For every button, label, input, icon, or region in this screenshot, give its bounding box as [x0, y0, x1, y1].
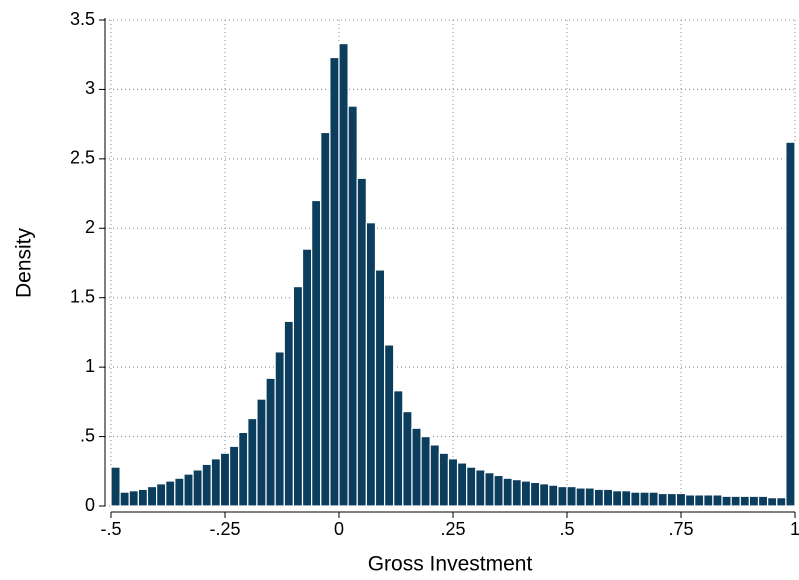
x-tick-label: .75 [668, 519, 693, 539]
bar [684, 494, 696, 507]
bar [374, 269, 386, 507]
bar [329, 56, 340, 507]
bar [438, 452, 450, 507]
bar [156, 483, 167, 507]
bar [767, 497, 778, 507]
bar [502, 477, 513, 507]
bar [493, 474, 504, 507]
bar [466, 466, 477, 507]
x-tick-label: .5 [559, 519, 574, 539]
bar [621, 490, 632, 507]
x-axis-title: Gross Investment [368, 553, 533, 576]
bar [384, 344, 395, 507]
y-tick-label: 3.5 [70, 9, 95, 29]
bar [511, 479, 523, 507]
bar [639, 491, 650, 507]
y-tick-label: 1.5 [70, 286, 95, 306]
bar [356, 177, 367, 507]
bar [256, 398, 267, 507]
bar [484, 472, 495, 507]
bar [712, 494, 723, 507]
bar [265, 377, 276, 507]
bar [238, 431, 249, 507]
bar [529, 481, 541, 507]
bar [301, 248, 313, 507]
x-tick-label: 1 [790, 519, 799, 539]
y-tick-label: 1 [85, 356, 95, 376]
bar [338, 43, 349, 507]
bar [183, 473, 194, 507]
bar [630, 491, 641, 507]
bar [730, 495, 741, 507]
y-axis-title: Density [13, 227, 36, 298]
bar [128, 490, 139, 507]
x-tick-label: -.25 [209, 519, 240, 539]
bar [311, 199, 322, 507]
bar [365, 222, 377, 507]
bar [456, 462, 468, 507]
bar [757, 495, 769, 507]
y-tick-label: .5 [80, 425, 95, 445]
y-tick-label: 2 [85, 217, 95, 237]
bar [584, 487, 595, 507]
bar [703, 494, 714, 507]
bar [274, 351, 285, 507]
bar [475, 469, 486, 507]
bar [429, 444, 440, 507]
bar [721, 495, 732, 507]
bar [675, 492, 687, 507]
bar [566, 485, 577, 507]
bar [411, 427, 422, 507]
bar [192, 469, 203, 507]
bar [347, 105, 358, 507]
bar [739, 495, 751, 507]
bar [201, 463, 212, 507]
bar [320, 131, 331, 507]
bar [593, 488, 605, 507]
bar [137, 488, 149, 507]
bar [694, 494, 705, 507]
bar [557, 485, 568, 507]
bar [174, 477, 185, 507]
bar [548, 484, 559, 507]
bar [228, 445, 240, 507]
bar [575, 487, 586, 507]
bar [539, 483, 550, 507]
bar [146, 485, 158, 507]
bar [119, 491, 130, 507]
bar [447, 458, 459, 507]
bar [247, 417, 258, 507]
bar [165, 480, 176, 507]
bar [420, 435, 431, 507]
bar [393, 390, 404, 507]
bar [657, 492, 668, 507]
bar [210, 458, 222, 507]
bar [283, 320, 294, 507]
bar [602, 488, 614, 507]
x-tick-label: -.5 [100, 519, 121, 539]
bar [520, 480, 532, 507]
y-tick-label: 2.5 [70, 148, 95, 168]
bar [611, 490, 623, 507]
bar [402, 410, 413, 507]
y-tick-label: 3 [85, 78, 95, 98]
bar [110, 466, 121, 507]
bar [219, 452, 231, 507]
bar [666, 492, 678, 507]
bar [292, 286, 304, 507]
x-tick-label: 0 [334, 519, 344, 539]
bar [748, 495, 760, 507]
x-tick-label: .25 [440, 519, 465, 539]
bar [776, 497, 787, 507]
bar [648, 491, 659, 507]
y-tick-label: 0 [85, 495, 95, 515]
bar [785, 141, 796, 507]
